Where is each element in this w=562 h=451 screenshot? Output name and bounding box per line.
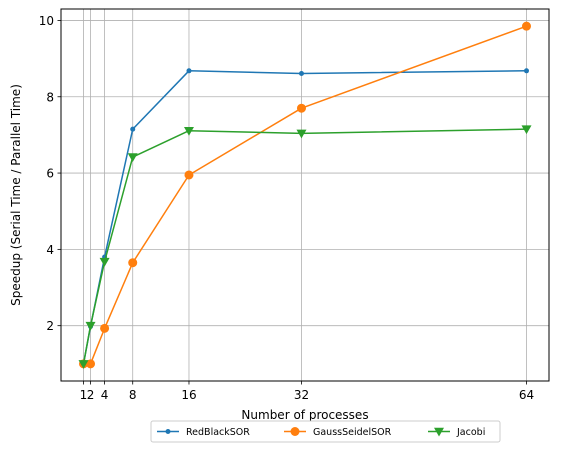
x-tick-label: 4 bbox=[101, 388, 109, 402]
series-line-redblacksor bbox=[82, 70, 527, 364]
legend-marker-jacobi bbox=[434, 427, 444, 437]
series-line-jacobi bbox=[82, 128, 527, 364]
data-point-jacobi bbox=[127, 153, 138, 163]
data-point-redblacksor bbox=[130, 126, 136, 132]
data-point-gaussseidelsor bbox=[521, 21, 531, 31]
x-tick-label: 32 bbox=[294, 388, 309, 402]
legend-label-jacobi: Jacobi bbox=[456, 427, 485, 438]
x-tick-label: 8 bbox=[129, 388, 137, 402]
x-axis: 1 2 4 8 16 32 64 bbox=[80, 381, 534, 402]
data-point-gaussseidelsor bbox=[184, 170, 194, 180]
x-axis-label: Number of processes bbox=[241, 408, 368, 422]
data-point-redblacksor bbox=[186, 68, 192, 74]
x-tick-label: 1 bbox=[80, 388, 88, 402]
y-tick-label: 10 bbox=[39, 14, 54, 28]
legend-label-gaussseidelsor: GaussSeidelSOR bbox=[313, 427, 392, 438]
legend-entry-jacobi: Jacobi bbox=[428, 427, 485, 438]
data-point-gaussseidelsor bbox=[296, 103, 306, 113]
data-point-jacobi bbox=[99, 257, 110, 267]
legend-marker-gaussseidelsor bbox=[290, 427, 300, 436]
legend: RedBlackSOR GaussSeidelSOR Jacobi bbox=[150, 420, 501, 443]
legend-label-redblacksor: RedBlackSOR bbox=[186, 427, 250, 438]
plot-area bbox=[60, 8, 550, 382]
x-tick-label: 16 bbox=[181, 388, 196, 402]
y-tick-label: 8 bbox=[46, 90, 54, 104]
data-point-jacobi bbox=[78, 360, 89, 369]
data-point-gaussseidelsor bbox=[128, 258, 138, 268]
y-axis-label: Speedup (Serial Time / Parallel Time) bbox=[9, 84, 23, 306]
series-line-gaussseidelsor bbox=[83, 25, 527, 365]
legend-marker-redblacksor bbox=[165, 429, 171, 434]
data-point-gaussseidelsor bbox=[100, 323, 110, 333]
data-point-jacobi bbox=[521, 125, 532, 135]
y-tick-label: 2 bbox=[46, 319, 54, 333]
x-tick-label: 2 bbox=[87, 388, 95, 402]
data-point-jacobi bbox=[296, 129, 307, 139]
y-tick-label: 4 bbox=[46, 243, 54, 257]
y-tick-label: 6 bbox=[46, 167, 54, 181]
x-tick-label: 64 bbox=[519, 388, 534, 402]
series-redblacksor bbox=[81, 68, 529, 367]
grid bbox=[61, 9, 549, 381]
series-layer bbox=[78, 21, 532, 369]
legend-entry-redblacksor: RedBlackSOR bbox=[157, 427, 250, 438]
data-point-redblacksor bbox=[298, 70, 304, 76]
series-jacobi bbox=[78, 125, 532, 369]
data-point-jacobi bbox=[183, 126, 194, 136]
data-point-gaussseidelsor bbox=[86, 359, 96, 369]
data-point-jacobi bbox=[85, 321, 96, 331]
legend-entry-gaussseidelsor: GaussSeidelSOR bbox=[284, 427, 392, 438]
legend-frame bbox=[150, 420, 501, 443]
data-point-redblacksor bbox=[523, 68, 529, 74]
y-axis: 2 4 6 8 10 bbox=[39, 14, 61, 333]
